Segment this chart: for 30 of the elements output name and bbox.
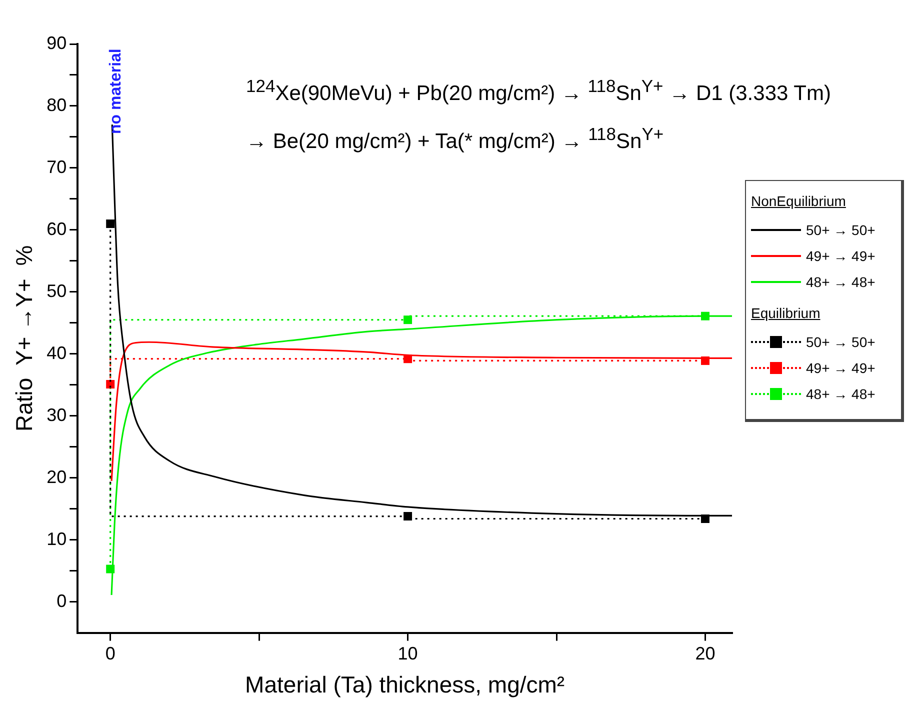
x-tick-label: 0 — [105, 644, 116, 664]
y-tick-label: 50 — [46, 280, 67, 301]
y-tick-label: 90 — [46, 32, 67, 53]
text: Equilibrium — [751, 305, 822, 321]
line-series — [110, 341, 732, 482]
x-axis-title: Material (Ta) thickness, mg/cm² — [245, 672, 565, 698]
legend-label: 50+ → 50+ — [806, 222, 876, 238]
x-tick-label: 10 — [398, 644, 418, 664]
legend-label: 50+ → 50+ — [806, 334, 876, 350]
y-axis-title: Ratio Y+ →Y+ % — [11, 245, 38, 432]
point — [404, 512, 412, 521]
point — [404, 316, 412, 324]
point — [106, 219, 115, 228]
y-tick-label: 80 — [46, 94, 67, 115]
x-tick-label: 20 — [695, 644, 716, 664]
legend-label: 49+ → 49+ — [806, 248, 876, 264]
legend-label: 48+ → 48+ — [806, 386, 876, 402]
y-tick-label: 10 — [46, 528, 67, 549]
legend-label: 49+ → 49+ — [806, 360, 876, 376]
annotation: no material — [108, 48, 125, 134]
y-tick-label: 70 — [46, 156, 67, 177]
y-tick-label: 60 — [46, 218, 67, 239]
chart-title: $^{124}$Xe(90MeVu) + Pb(20 mg/cm²) → $^{118}$Sn$^{Y+}$ → D1 (3.333 Tm) → Be(20 mg/cm²) + Ta(* mg/cm²) → $^{118}$Sn$^{Y+}$ — [246, 76, 831, 153]
text: NonEquilibrium — [751, 193, 847, 209]
y-tick-label: 40 — [46, 342, 67, 363]
y-tick-label: 30 — [46, 404, 67, 425]
legend-label: 48+ → 48+ — [806, 274, 876, 290]
point — [106, 380, 115, 389]
y-tick-label: 0 — [56, 590, 67, 611]
y-tick-label: 20 — [46, 466, 67, 487]
